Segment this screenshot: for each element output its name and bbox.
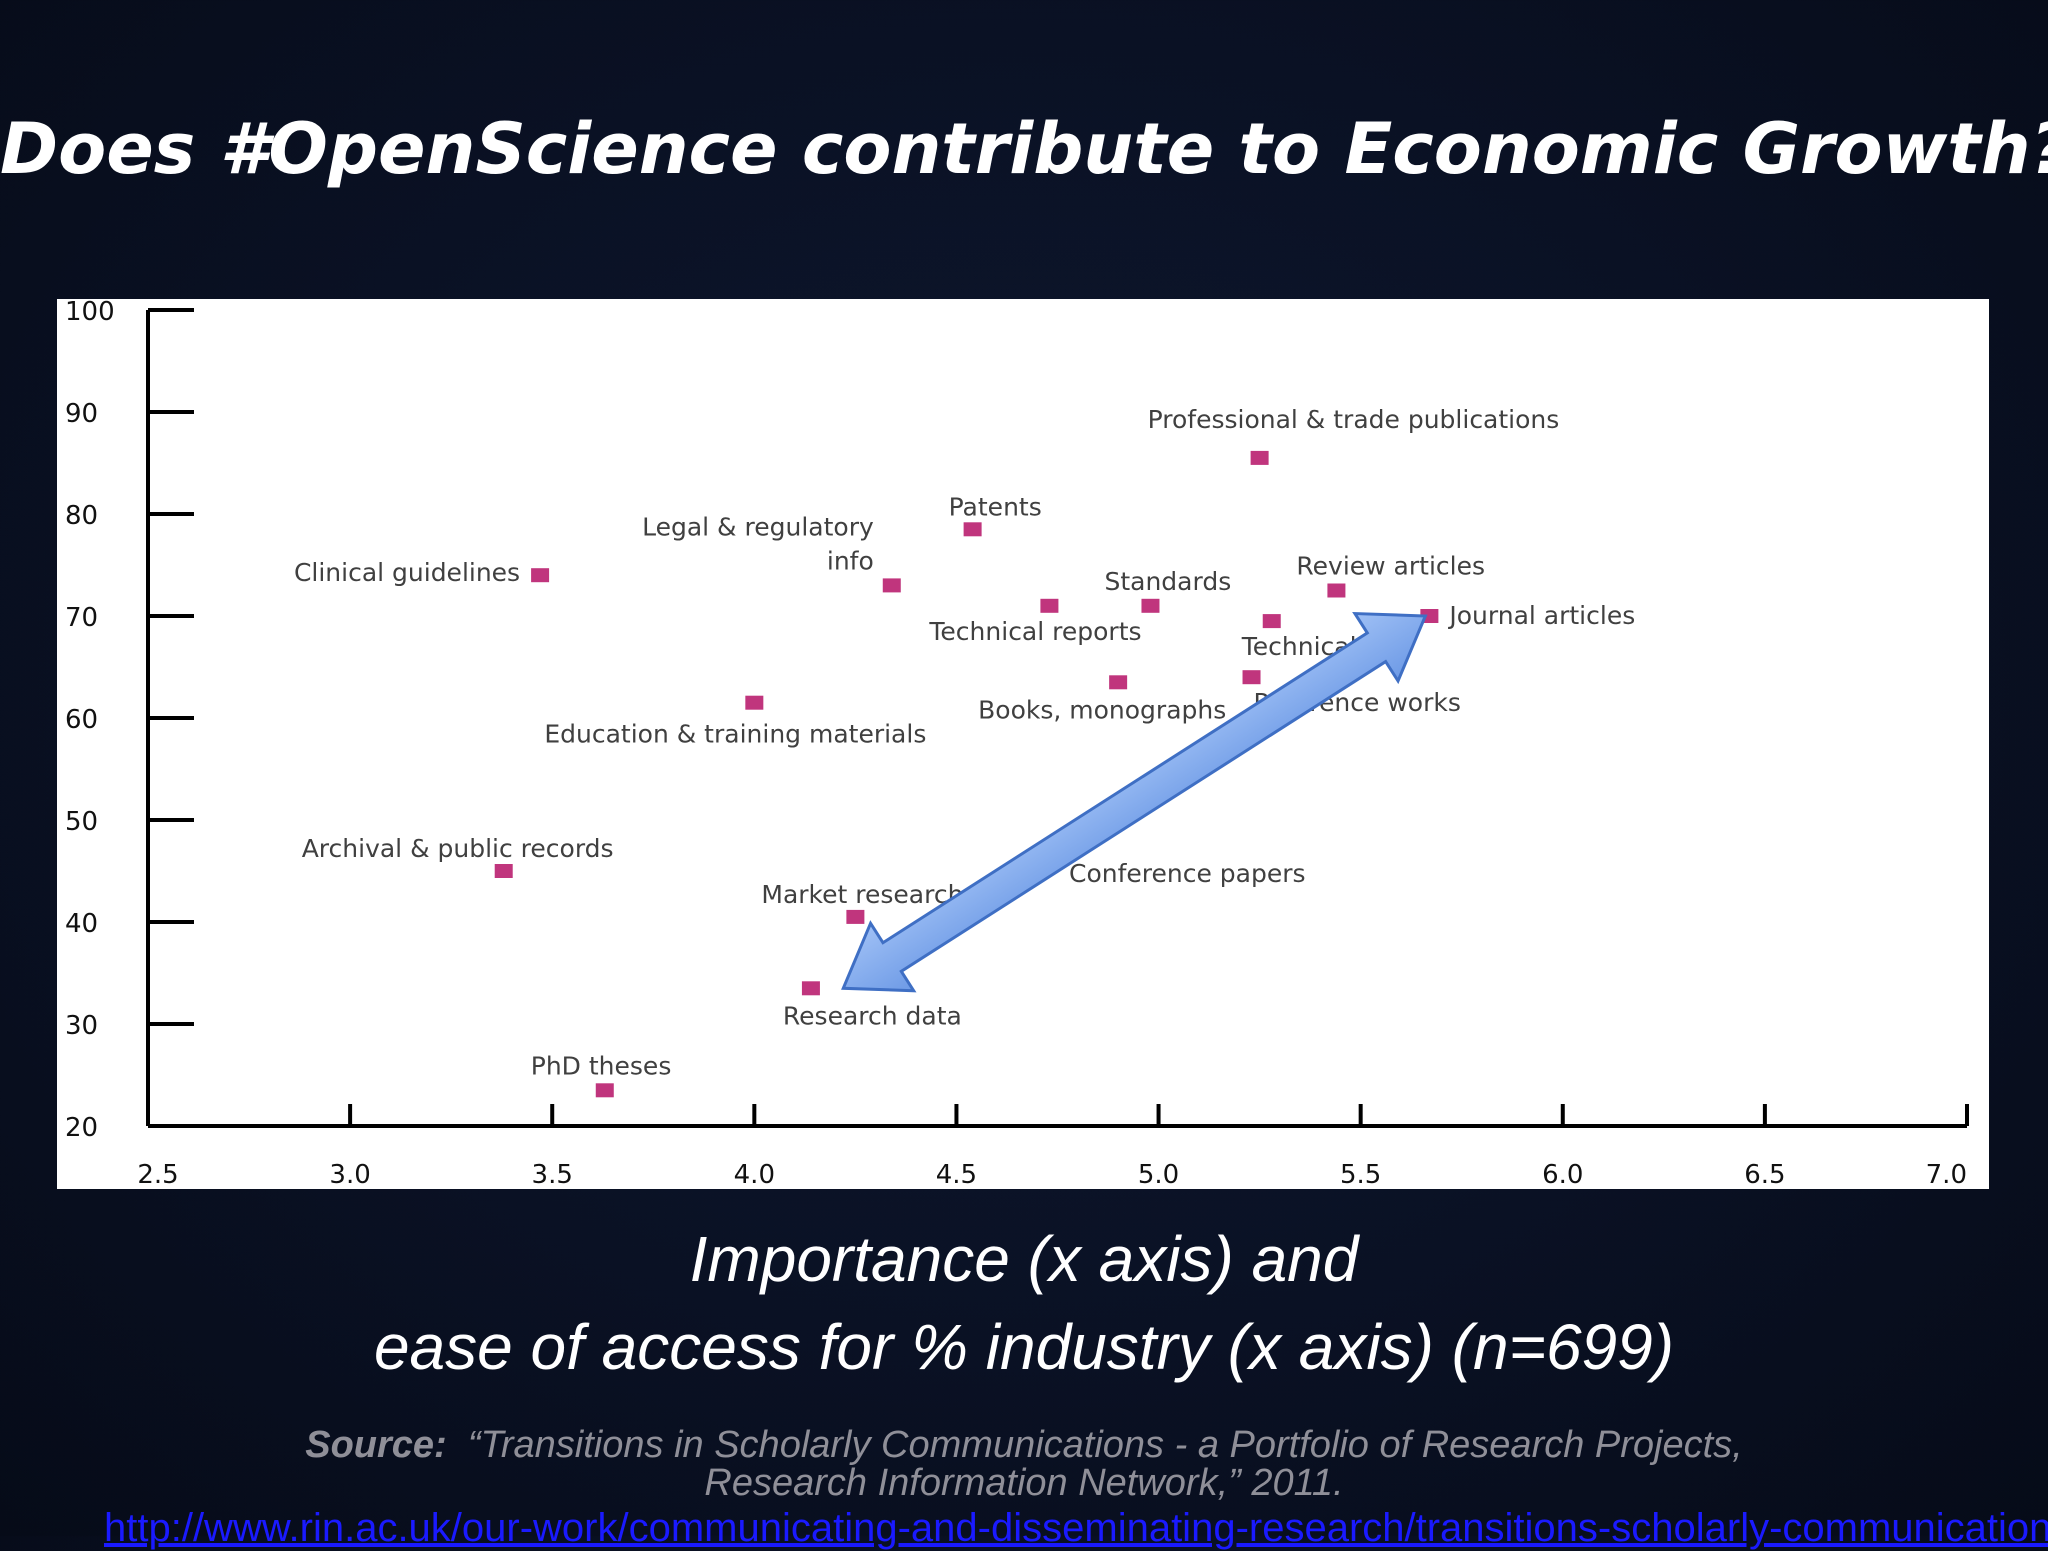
data-point: [801, 981, 820, 996]
point-label: Review articles: [1296, 552, 1485, 581]
trend-arrow: [841, 611, 1428, 993]
y-tick-label: 30: [65, 1011, 98, 1041]
caption-line-1: Importance (x axis) and: [689, 1223, 1359, 1295]
x-tick-label: 4.5: [936, 1160, 977, 1189]
point-labels: Professional & trade publications Patents…: [294, 405, 1635, 1080]
chart-panel: 100 90 80 70 60 50 40 30 20 2.5 3.0 3.5 4.0 4.5 5.0 5.5…: [57, 299, 1989, 1189]
chart-axes: 100 90 80 70 60 50 40 30 20 2.5 3.0 3.5 4.0 4.5 5.0 5.5…: [65, 299, 1969, 1189]
point-label: Technical reports: [928, 617, 1141, 646]
y-tick-label: 20: [65, 1113, 98, 1143]
x-tick-label: 4.0: [734, 1160, 775, 1189]
point-label: Standards: [1104, 567, 1231, 596]
data-point: [846, 909, 865, 924]
point-label-line: info: [827, 546, 874, 575]
point-label: Research data: [783, 1001, 962, 1030]
data-point: [1250, 450, 1269, 465]
double-arrow-shape: [841, 611, 1428, 993]
caption-line-2: ease of access for % industry (x axis) (…: [373, 1311, 1675, 1383]
data-point: [531, 568, 550, 583]
data-point: [1109, 675, 1128, 690]
data-point: [494, 864, 513, 878]
data-point: [1327, 583, 1346, 598]
data-point: [963, 522, 982, 537]
point-label: Professional & trade publications: [1148, 405, 1560, 434]
point-label: Legal & regulatory info: [642, 512, 874, 575]
data-point: [595, 1083, 614, 1098]
x-tick-label: 7.0: [1926, 1160, 1967, 1189]
x-tick-label: 5.0: [1138, 1160, 1179, 1189]
x-tick-label: 6.0: [1542, 1160, 1583, 1189]
x-tick-label: 3.0: [329, 1160, 370, 1189]
y-tick-label: 80: [65, 501, 98, 531]
y-tick-label: 70: [65, 603, 98, 633]
point-label: Market research: [761, 880, 963, 909]
point-label: Clinical guidelines: [294, 558, 520, 587]
point-label: Archival & public records: [302, 834, 614, 863]
source-link[interactable]: http://www.rin.ac.uk/our-work/communicat…: [104, 1506, 2048, 1550]
data-points: [494, 450, 1439, 1098]
data-point: [1141, 598, 1160, 613]
data-point: [1040, 598, 1059, 613]
source-label: Source:: [305, 1424, 447, 1466]
data-point: [882, 578, 901, 593]
y-tick-label: 100: [65, 299, 115, 327]
point-label: PhD theses: [531, 1051, 672, 1080]
source-line-1: Source: “Transitions in Scholarly Commun…: [0, 1424, 2048, 1467]
y-tick-label: 40: [65, 909, 98, 939]
y-tick-label: 60: [65, 705, 98, 735]
slide-title: Does #OpenScience contribute to Economic…: [0, 108, 2048, 190]
y-tick-label: 90: [65, 399, 98, 429]
point-label: Books, monographs: [978, 695, 1226, 724]
point-label: Patents: [949, 492, 1042, 521]
point-label-line: Legal & regulatory: [642, 512, 874, 541]
point-label: Journal articles: [1447, 601, 1635, 630]
point-label: Conference papers: [1069, 859, 1306, 888]
source-citation: “Transitions in Scholarly Communications…: [467, 1424, 1743, 1466]
x-tick-label: 6.5: [1744, 1160, 1785, 1189]
data-point: [1262, 614, 1281, 629]
point-label: Education & training materials: [544, 720, 926, 749]
x-tick-label: 3.5: [532, 1160, 573, 1189]
source-line-2: Research Information Network,” 2011.: [704, 1462, 1344, 1504]
x-tick-label: 2.5: [137, 1160, 178, 1189]
data-point: [1242, 670, 1261, 685]
y-tick-label: 50: [65, 807, 98, 837]
x-tick-label: 5.5: [1340, 1160, 1381, 1189]
scatter-chart: 100 90 80 70 60 50 40 30 20 2.5 3.0 3.5 4.0 4.5 5.0 5.5…: [65, 299, 1969, 1189]
data-point: [745, 695, 764, 710]
